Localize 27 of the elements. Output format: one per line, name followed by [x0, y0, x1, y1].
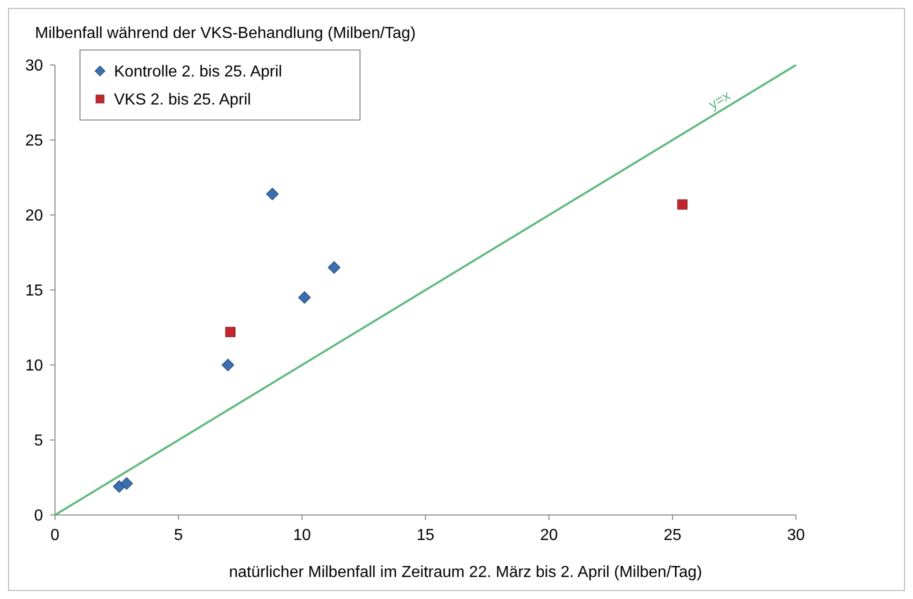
legend-label: Kontrolle 2. bis 25. April: [114, 64, 282, 81]
x-tick-label: 10: [293, 527, 311, 544]
text: y=x: [706, 87, 733, 112]
y-tick-label: 30: [25, 58, 44, 75]
y-tick-label: 10: [25, 358, 44, 375]
y-axis-title: Milbenfall während der VKS-Behandlung (Milben/Tag): [35, 25, 416, 42]
point: [120, 477, 133, 490]
point: [112, 480, 126, 493]
point: [298, 291, 311, 304]
y-tick-label: 25: [25, 132, 44, 150]
x-axis-title: natürlicher Milbenfall im Zeitraum 22. März bis 2. April (Milben/Tag): [228, 564, 702, 581]
x-tick-label: 25: [664, 527, 682, 544]
point: [677, 199, 688, 210]
x-tick-label: 20: [540, 527, 558, 544]
point: [328, 261, 340, 274]
legend-label: VKS 2. bis 25. April: [114, 92, 251, 109]
point: [266, 188, 279, 200]
y-tick-label: 20: [25, 208, 44, 225]
x-tick-label: 5: [174, 527, 184, 544]
x-tick-label: 30: [787, 527, 805, 544]
x-tick-label: 0: [50, 527, 60, 544]
point: [222, 358, 234, 372]
point: [225, 326, 236, 338]
y-tick-label: 0: [34, 508, 44, 525]
x-tick-label: 15: [416, 527, 434, 544]
y-tick-label: 15: [25, 282, 44, 300]
y-tick-label: 5: [34, 432, 44, 450]
